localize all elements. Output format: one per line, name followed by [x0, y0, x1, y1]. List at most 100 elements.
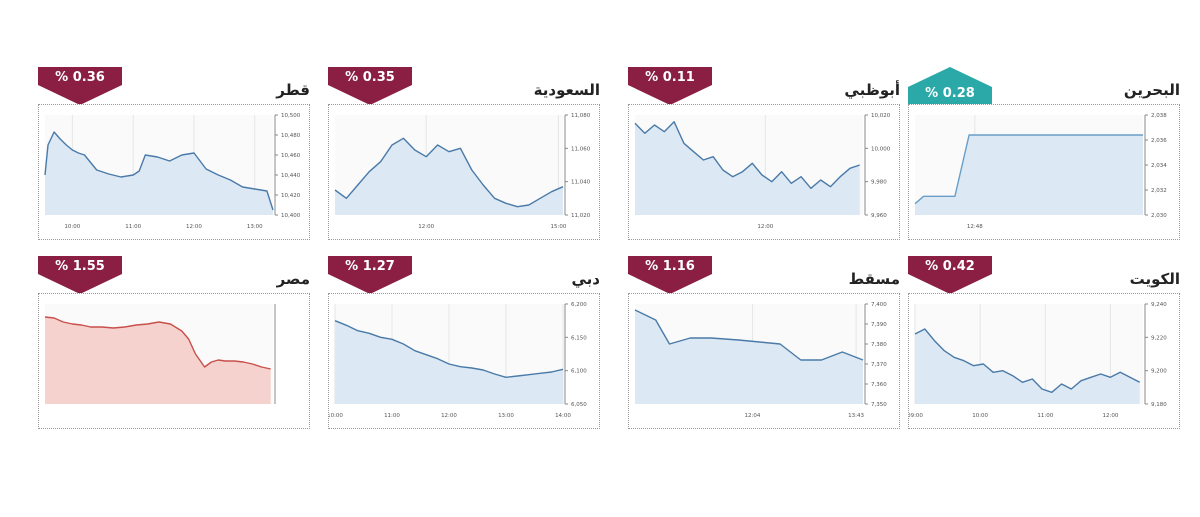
line-chart: 9,180 9,200 9,220 9,240 09:00 10:00 11:00 12:00 — [908, 293, 1180, 429]
chart-svg: 9,180 9,200 9,220 9,240 09:00 10:00 11:00 12:00 — [909, 302, 1167, 419]
x-tick-label: 15:00 — [551, 224, 567, 230]
down-arrow-badge-icon — [328, 67, 412, 105]
change-badge: % 1.55 — [38, 256, 122, 294]
chart-svg: 7,350 7,360 7,370 7,380 7,390 7,400 12:04 13:43 — [634, 302, 887, 419]
market-panel-egypt: % 1.55 مصر — [38, 256, 310, 429]
change-value: % 0.35 — [345, 70, 395, 85]
y-tick-label: 6,200 — [571, 302, 587, 308]
y-tick-label: 11,040 — [571, 180, 591, 186]
x-tick-label: 12:00 — [441, 413, 457, 419]
chart-svg — [44, 304, 276, 404]
down-arrow-badge-icon — [908, 256, 992, 294]
y-tick-label: 7,390 — [871, 322, 887, 328]
series-line — [334, 320, 564, 378]
x-tick-label: 12:48 — [967, 224, 983, 230]
down-arrow-badge-icon — [38, 67, 122, 105]
change-value: % 0.42 — [925, 259, 975, 274]
x-tick-label: 12:04 — [745, 413, 761, 419]
market-panel-saudi: % 0.35 السعودية 11,020 11,040 11,060 11,080 12… — [328, 67, 600, 240]
y-tick-label: 10,500 — [281, 113, 301, 119]
down-arrow-badge-icon — [328, 256, 412, 294]
down-arrow-badge-icon — [628, 256, 712, 294]
y-tick-label: 9,220 — [1151, 335, 1167, 341]
market-title: البحرين — [1123, 81, 1180, 99]
x-tick-label: 10:00 — [972, 413, 988, 419]
y-tick-label: 7,360 — [871, 382, 887, 388]
y-tick-label: 9,980 — [871, 180, 887, 186]
y-tick-label: 10,460 — [281, 153, 301, 159]
x-tick-label: 14:00 — [555, 413, 571, 419]
market-title: مصر — [276, 270, 310, 288]
change-badge: % 0.11 — [628, 67, 712, 105]
x-tick-label: 09:00 — [909, 413, 923, 419]
y-tick-label: 10,400 — [281, 213, 301, 219]
y-tick-label: 2,038 — [1151, 113, 1167, 119]
series-area — [635, 310, 863, 404]
x-tick-label: 12:00 — [186, 224, 202, 230]
market-panel-bahrain: % 0.28 البحرين 2,030 2,032 2,034 2,036 2,038 12… — [908, 67, 1180, 240]
change-value: % 0.36 — [55, 70, 105, 85]
change-badge: % 0.36 — [38, 67, 122, 105]
market-panel-kuwait: % 0.42 الكويت 9,180 9,200 9,220 9,240 09:00 10:… — [908, 256, 1180, 429]
market-panel-dubai: % 1.27 دبي 6,050 6,100 6,150 6,200 10:00 11:00 1… — [328, 256, 600, 429]
line-chart — [38, 293, 310, 429]
x-tick-label: 10:00 — [64, 224, 80, 230]
change-value: % 1.16 — [645, 259, 695, 274]
x-tick-label: 13:43 — [848, 413, 864, 419]
series-line — [634, 121, 860, 189]
line-chart: 2,030 2,032 2,034 2,036 2,038 12:48 — [908, 104, 1180, 240]
line-chart: 9,960 9,980 10,000 10,020 12:00 — [628, 104, 900, 240]
x-tick-label: 13:00 — [498, 413, 514, 419]
y-tick-label: 7,370 — [871, 362, 887, 368]
change-value: % 0.11 — [645, 70, 695, 85]
series-area — [915, 135, 1143, 215]
change-value: % 1.55 — [55, 259, 105, 274]
up-arrow-badge-icon — [908, 67, 992, 105]
x-tick-label: 13:00 — [247, 224, 263, 230]
change-value: % 1.27 — [345, 259, 395, 274]
y-tick-label: 11,060 — [571, 146, 591, 152]
y-tick-label: 11,080 — [571, 113, 591, 119]
market-panel-muscat: % 1.16 مسقط 7,350 7,360 7,370 7,380 7,390 7,400… — [628, 256, 900, 429]
line-chart: 6,050 6,100 6,150 6,200 10:00 11:00 12:00 13:00… — [328, 293, 600, 429]
x-tick-label: 10:00 — [329, 413, 343, 419]
line-chart: 11,020 11,040 11,060 11,080 12:00 15:00 — [328, 104, 600, 240]
market-title: السعودية — [533, 81, 600, 99]
series-area — [335, 138, 563, 215]
change-badge: % 0.35 — [328, 67, 412, 105]
y-tick-label: 2,034 — [1151, 163, 1167, 169]
y-tick-label: 9,960 — [871, 213, 887, 219]
series-line — [634, 309, 864, 361]
market-title: دبي — [571, 270, 600, 288]
market-title: أبوظبي — [844, 81, 900, 99]
y-tick-label: 10,020 — [871, 113, 891, 119]
change-badge: % 1.16 — [628, 256, 712, 294]
y-tick-label: 11,020 — [571, 213, 591, 219]
market-title: الكويت — [1129, 270, 1180, 288]
market-panel-abudhabi: % 0.11 أبوظبي 9,960 9,980 10,000 10,020 12:00 — [628, 67, 900, 240]
y-tick-label: 6,150 — [571, 335, 587, 341]
x-tick-label: 11:00 — [125, 224, 141, 230]
chart-svg: 11,020 11,040 11,060 11,080 12:00 15:00 — [334, 113, 591, 230]
y-tick-label: 9,200 — [1151, 369, 1167, 375]
series-line — [44, 131, 274, 211]
y-tick-label: 7,400 — [871, 302, 887, 308]
y-tick-label: 7,350 — [871, 402, 887, 408]
series-area — [45, 132, 273, 215]
series-line — [914, 328, 1141, 393]
chart-svg: 2,030 2,032 2,034 2,036 2,038 12:48 — [914, 113, 1167, 230]
market-title: مسقط — [848, 270, 900, 288]
market-title: قطر — [276, 81, 310, 99]
chart-svg: 9,960 9,980 10,000 10,020 12:00 — [634, 113, 891, 230]
x-tick-label: 12:00 — [1102, 413, 1118, 419]
y-tick-label: 2,032 — [1151, 188, 1167, 194]
y-tick-label: 6,100 — [571, 369, 587, 375]
series-line — [44, 316, 271, 370]
series-area — [45, 317, 271, 404]
change-badge: % 0.28 — [908, 67, 992, 105]
change-badge: % 1.27 — [328, 256, 412, 294]
series-line — [914, 134, 1143, 205]
x-tick-label: 12:00 — [418, 224, 434, 230]
series-area — [915, 329, 1140, 404]
x-tick-label: 11:00 — [384, 413, 400, 419]
